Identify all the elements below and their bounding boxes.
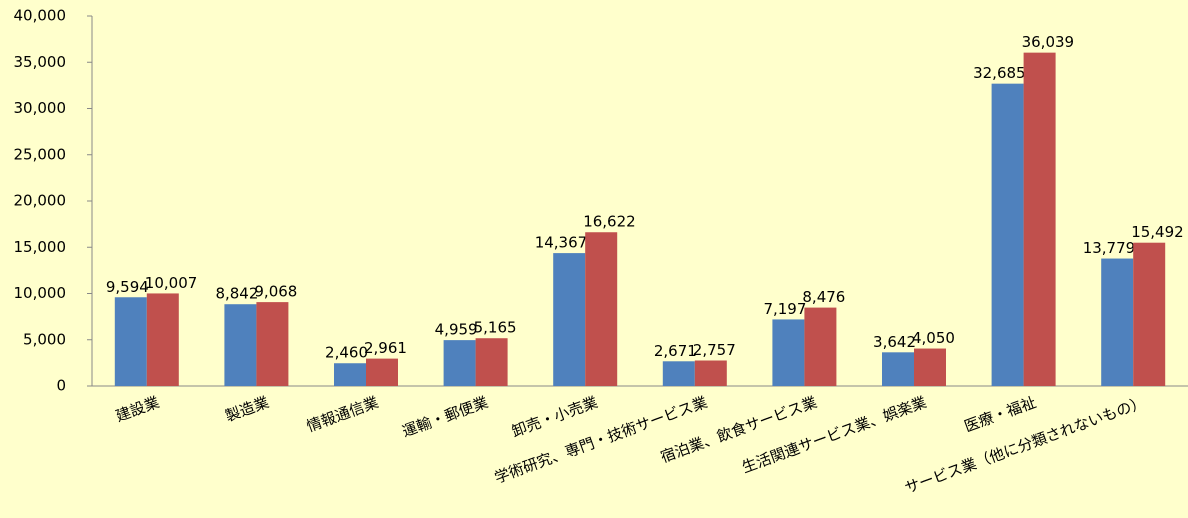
bar — [553, 253, 586, 386]
x-tick-label: 卸売・小売業 — [509, 393, 600, 441]
x-tick-label: 生活関連サービス業、娯楽業 — [739, 393, 928, 477]
y-tick-label: 30,000 — [14, 99, 67, 117]
value-label: 2,961 — [364, 339, 407, 357]
bar — [991, 83, 1024, 386]
value-label: 36,039 — [1022, 33, 1075, 51]
value-label: 4,050 — [912, 329, 955, 347]
bar — [662, 361, 695, 386]
bar — [366, 358, 398, 386]
bar — [804, 307, 837, 386]
bar — [224, 304, 257, 386]
x-tick-label: 製造業 — [223, 393, 271, 425]
value-label: 5,165 — [474, 319, 517, 337]
x-tick-label: 情報通信業 — [304, 393, 381, 436]
value-label: 8,842 — [215, 285, 258, 303]
bar — [114, 297, 147, 386]
y-tick-label: 15,000 — [14, 238, 67, 256]
value-label: 4,959 — [435, 321, 478, 339]
value-label: 15,492 — [1131, 223, 1184, 241]
value-label: 2,671 — [654, 342, 697, 360]
bar — [475, 338, 508, 386]
value-label: 3,642 — [873, 333, 916, 351]
bar — [914, 348, 946, 386]
y-tick-label: 0 — [56, 377, 66, 395]
y-tick-label: 40,000 — [14, 7, 67, 25]
value-label: 32,685 — [973, 64, 1026, 82]
bar — [443, 340, 476, 386]
bar — [1101, 258, 1134, 386]
value-label: 7,197 — [763, 300, 806, 318]
y-tick-label: 35,000 — [14, 53, 67, 71]
value-label: 10,007 — [145, 274, 198, 292]
value-label: 9,594 — [106, 278, 149, 296]
value-label: 9,068 — [254, 283, 297, 301]
bar — [882, 352, 914, 386]
bar — [256, 302, 289, 386]
x-tick-label: 学術研究、専門・技術サービス業 — [492, 393, 710, 487]
bar — [146, 293, 179, 386]
bar — [694, 360, 727, 386]
x-tick-label: 医療・福祉 — [962, 393, 1039, 436]
x-tick-label: 建設業 — [113, 393, 161, 425]
y-tick-label: 20,000 — [14, 192, 67, 210]
bar — [585, 232, 618, 386]
value-label: 14,367 — [535, 234, 588, 252]
bar — [772, 319, 805, 386]
value-label: 13,779 — [1083, 239, 1136, 257]
value-label: 2,460 — [325, 344, 368, 362]
y-tick-label: 25,000 — [14, 145, 67, 163]
bar — [334, 363, 366, 386]
value-label: 2,757 — [693, 341, 736, 359]
bar — [1023, 52, 1056, 386]
y-tick-label: 10,000 — [14, 284, 67, 302]
value-label: 16,622 — [583, 213, 636, 231]
bar — [1133, 242, 1166, 386]
value-label: 8,476 — [802, 288, 845, 306]
x-tick-label: 運輸・郵便業 — [400, 393, 491, 441]
y-tick-label: 5,000 — [23, 330, 66, 348]
